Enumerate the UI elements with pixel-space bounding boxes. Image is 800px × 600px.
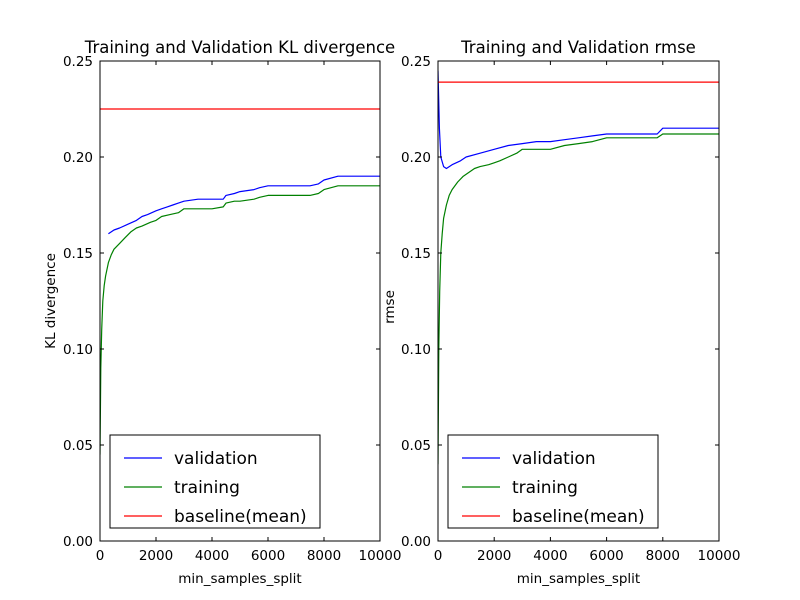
y-tick-label: 0.10 <box>401 342 431 358</box>
x-tick-label: 8000 <box>646 548 680 564</box>
legend-label: baseline(mean) <box>512 507 645 527</box>
y-tick-label: 0.20 <box>63 150 93 166</box>
y-tick-label: 0.10 <box>63 342 93 358</box>
axes-frame <box>437 60 720 542</box>
legend: validation training baseline(mean) <box>447 434 659 529</box>
x-tick-label: 10000 <box>698 548 741 564</box>
chart-1: 0 2000 4000 6000 8000 10000 0.00 0.05 0.10 0.15 0.… <box>43 38 401 587</box>
legend-box <box>447 434 659 529</box>
legend-label: training <box>174 478 240 498</box>
series-line-validation <box>108 175 380 235</box>
plot-area <box>438 70 719 465</box>
chart-2: 0 2000 4000 6000 8000 10000 0.00 0.05 0.10 0.15 0.… <box>382 38 740 587</box>
x-tick-label: 4000 <box>533 548 567 564</box>
y-axis-label: KL divergence <box>43 253 59 349</box>
x-tick-label: 8000 <box>307 548 341 564</box>
legend-label: validation <box>512 449 596 469</box>
x-axis-label: min_samples_split <box>178 571 301 587</box>
x-tick-label: 2000 <box>139 548 173 564</box>
series-line-validation <box>438 70 719 170</box>
x-axis-label: min_samples_split <box>517 571 640 587</box>
x-tick-label: 4000 <box>195 548 229 564</box>
y-tick-label: 0.15 <box>401 246 431 262</box>
x-tick-label: 0 <box>434 548 443 564</box>
y-tick-label: 0.05 <box>401 438 431 454</box>
y-tick-label: 0.25 <box>63 54 93 70</box>
axes-frame <box>99 60 381 542</box>
legend-label: validation <box>174 449 258 469</box>
x-tick-label: 6000 <box>589 548 623 564</box>
legend-label: baseline(mean) <box>174 507 307 527</box>
x-tick-label: 0 <box>96 548 105 564</box>
y-tick-label: 0.00 <box>401 534 431 550</box>
y-axis-label: rmse <box>382 290 398 324</box>
y-tick-label: 0.25 <box>401 54 431 70</box>
y-tick-label: 0.05 <box>63 438 93 454</box>
y-tick-label: 0.00 <box>63 534 93 550</box>
series-line-training <box>438 133 719 465</box>
chart-title: Training and Validation rmse <box>460 38 696 57</box>
series-line-training <box>100 185 380 455</box>
plot-area <box>100 108 380 455</box>
x-tick-label: 2000 <box>477 548 511 564</box>
y-tick-label: 0.20 <box>401 150 431 166</box>
legend-label: training <box>512 478 578 498</box>
legend-box <box>109 434 321 529</box>
chart-title: Training and Validation KL divergence <box>84 38 395 57</box>
x-tick-label: 10000 <box>359 548 402 564</box>
legend: validation training baseline(mean) <box>109 434 321 529</box>
y-tick-label: 0.15 <box>63 246 93 262</box>
x-tick-label: 6000 <box>251 548 285 564</box>
